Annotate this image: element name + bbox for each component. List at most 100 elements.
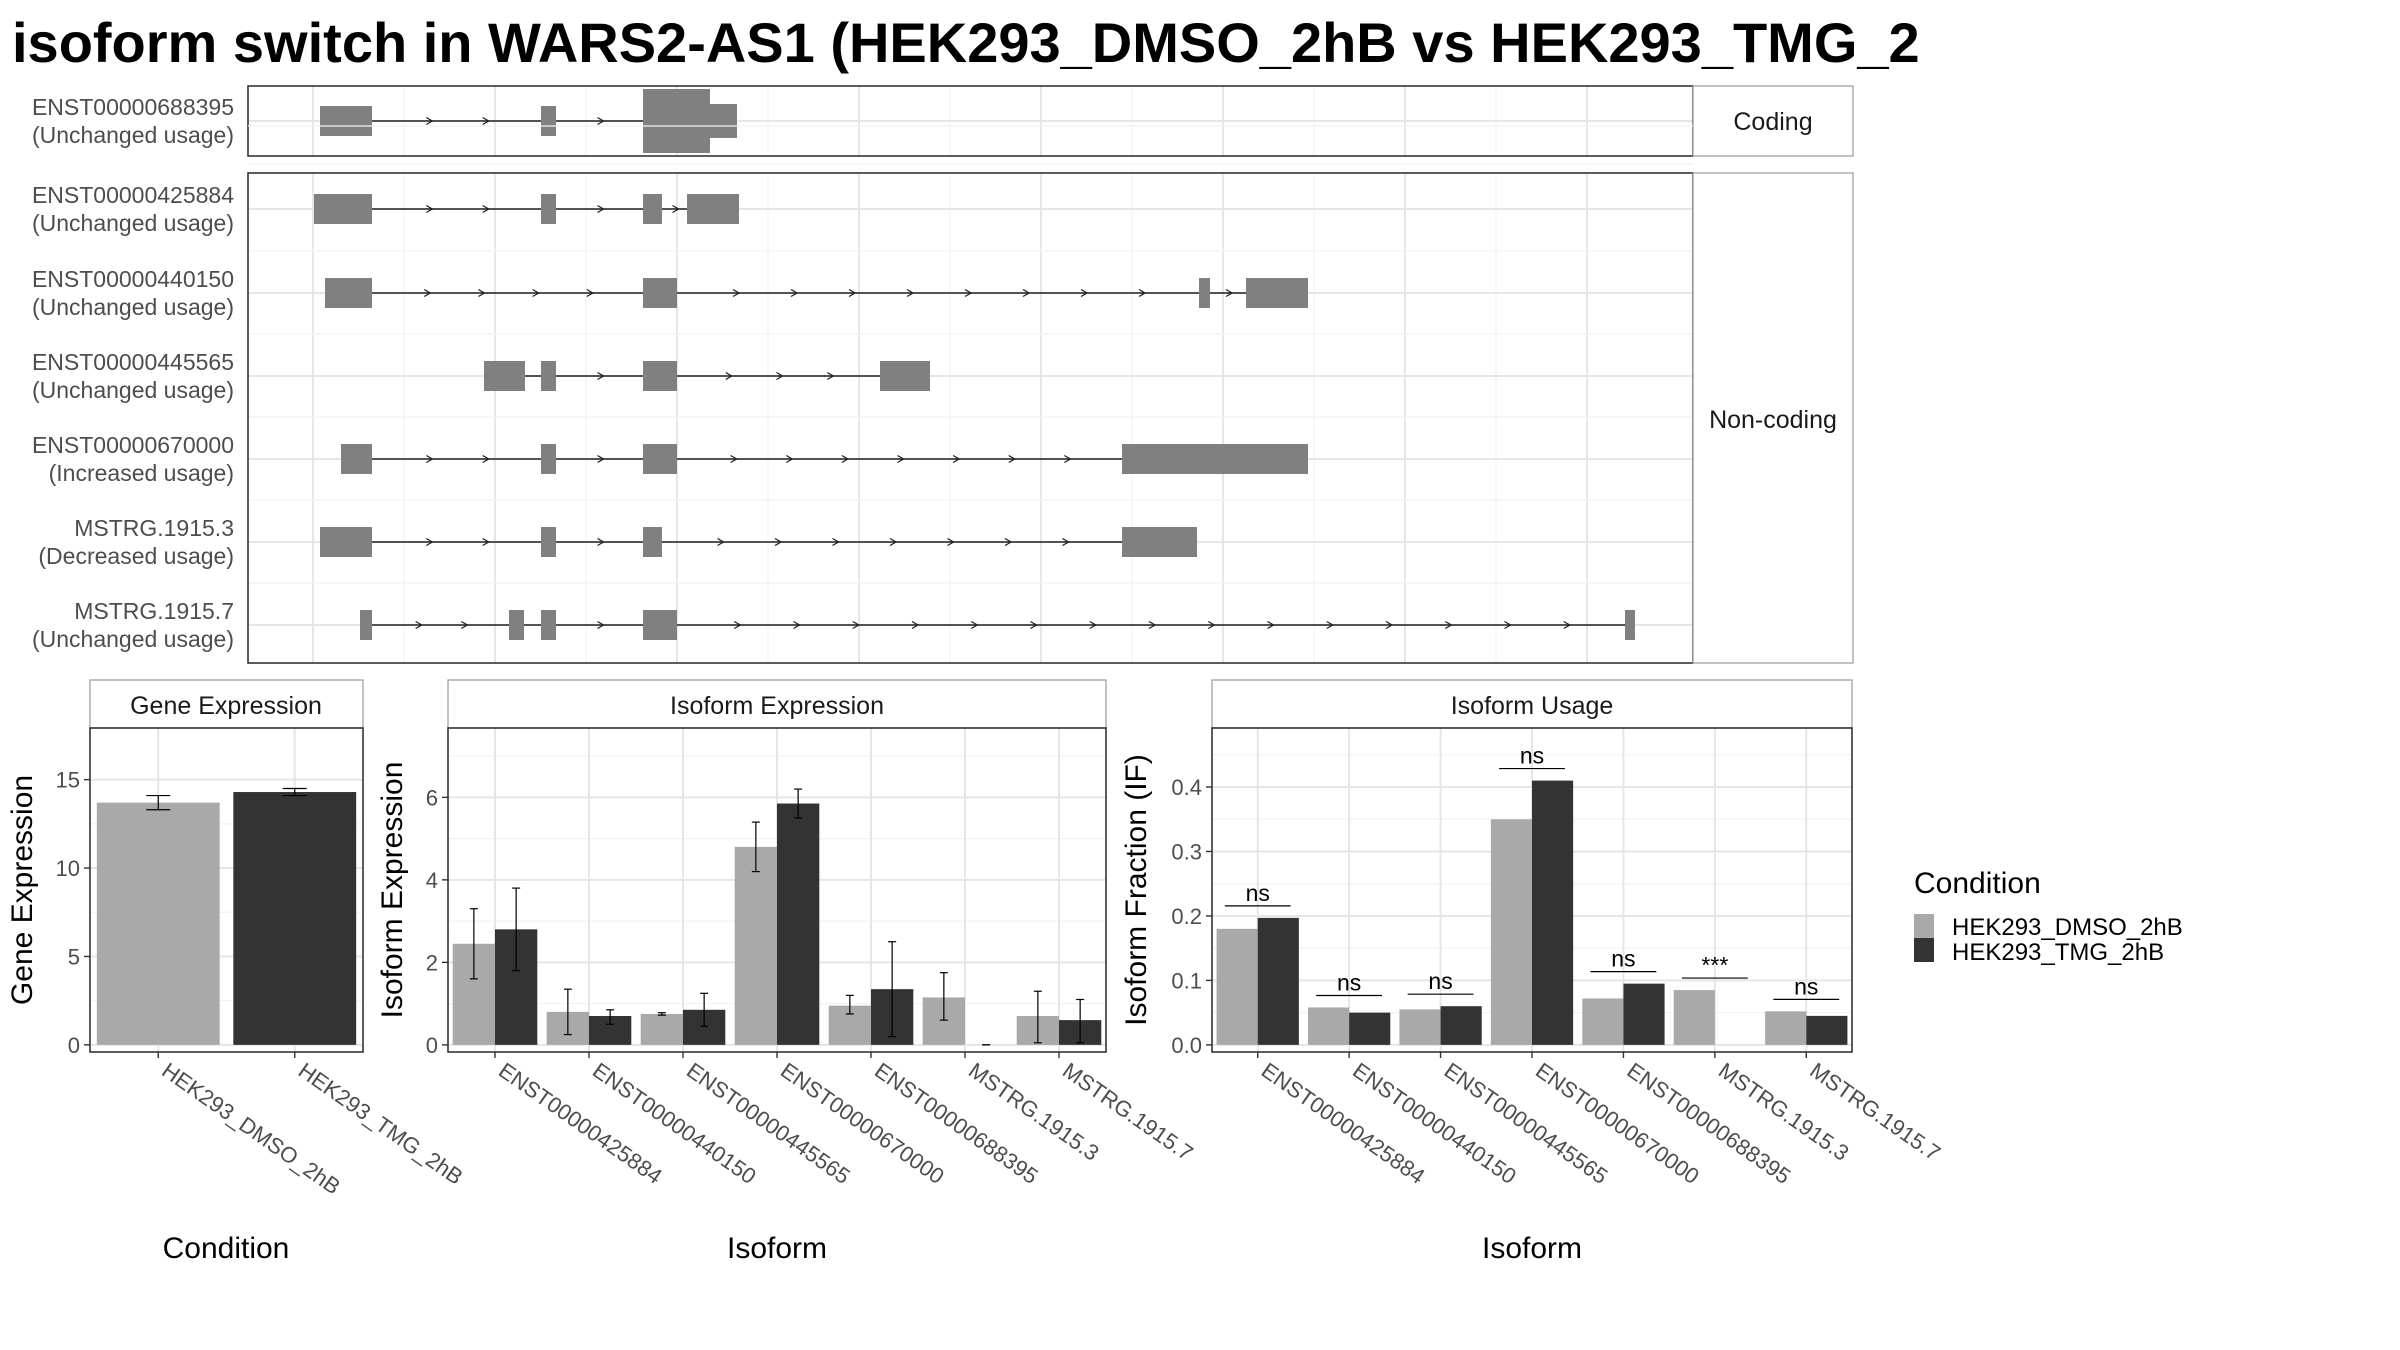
errorbar-ENST00000440150-HEK293_DMSO_2hB — [563, 988, 572, 1036]
errorbar-ENST00000688395-HEK293_DMSO_2hB — [845, 994, 854, 1015]
errorbar-ENST00000445565-HEK293_TMG_2hB — [700, 992, 709, 1027]
strand-arrow — [774, 537, 783, 547]
strand-arrow — [482, 537, 490, 547]
strand-arrow — [906, 288, 915, 298]
y-tick-label: 0.4 — [1171, 775, 1202, 800]
strand-arrow — [426, 116, 434, 126]
significance-label: ns — [1794, 973, 1818, 999]
transcript-id-label: MSTRG.1915.3 — [74, 515, 234, 541]
strand-arrow — [841, 454, 850, 464]
legend-swatch-tmg — [1914, 938, 1934, 962]
y-tick-label: 2 — [426, 950, 438, 975]
x-tick-label: ENST00000670000 — [776, 1058, 949, 1189]
transcript-usage-label: (Decreased usage) — [38, 543, 234, 569]
strand-arrow — [970, 620, 979, 630]
errorbar-HEK293_TMG_2hB — [282, 787, 307, 797]
bar-MSTRG.1915.3-HEK293_DMSO_2hB — [1673, 990, 1715, 1045]
strand-arrow — [725, 371, 734, 381]
bar-ENST00000670000-HEK293_TMG_2hB — [1532, 780, 1574, 1045]
strand-arrow — [423, 288, 432, 298]
exon — [541, 194, 556, 224]
bar-MSTRG.1915.7-HEK293_DMSO_2hB — [1765, 1011, 1807, 1045]
exon — [341, 444, 372, 474]
errorbar-MSTRG.1915.7-HEK293_TMG_2hB — [1076, 998, 1085, 1044]
transcript-usage-label: (Unchanged usage) — [32, 122, 234, 148]
transcript-id-label: ENST00000445565 — [32, 349, 234, 375]
y-tick-label: 5 — [68, 944, 80, 969]
exon — [643, 444, 677, 474]
isoform-usage-ylabel: Isoform Fraction (IF) — [1120, 754, 1153, 1026]
exon — [643, 361, 677, 391]
strand-arrow — [1022, 288, 1031, 298]
bar-ENST00000688395-HEK293_TMG_2hB — [1623, 983, 1665, 1045]
y-tick-label: 15 — [56, 768, 80, 793]
noncoding-panel: Non-coding — [247, 125, 1854, 664]
y-tick-label: 4 — [426, 868, 438, 893]
strand-arrow — [482, 204, 490, 214]
y-tick-label: 0.3 — [1171, 839, 1202, 864]
exon — [1625, 610, 1635, 640]
exon — [643, 610, 677, 640]
bar-ENST00000445565-HEK293_DMSO_2hB — [1399, 1009, 1441, 1045]
strand-arrow — [730, 454, 738, 464]
exon — [320, 527, 372, 557]
legend-title: Condition — [1914, 867, 2041, 900]
isoform-usage-strip-title: Isoform Usage — [1451, 692, 1614, 720]
legend-swatch-dmso — [1914, 914, 1934, 938]
transcript-structure-panel: ENST00000688395(Unchanged usage)ENST0000… — [32, 85, 1854, 664]
y-tick-label: 0.1 — [1171, 968, 1202, 993]
strand-arrow — [1080, 288, 1089, 298]
strand-arrow — [1138, 288, 1147, 298]
transcript-usage-label: (Unchanged usage) — [32, 210, 234, 236]
strand-arrow — [426, 537, 434, 547]
strand-arrow — [597, 371, 605, 381]
transcript-track-ENST00000440150 — [325, 278, 1308, 308]
strand-arrow — [586, 288, 595, 298]
errorbar-ENST00000425884-HEK293_DMSO_2hB — [469, 908, 478, 980]
figure-title: isoform switch in WARS2-AS1 (HEK293_DMSO… — [12, 11, 1920, 74]
x-tick-label: ENST00000440150 — [588, 1058, 761, 1189]
x-tick-label: ENST00000688395 — [1623, 1058, 1796, 1189]
isoform-expression-ylabel: Isoform Expression — [376, 762, 409, 1019]
x-tick-label: ENST00000445565 — [682, 1058, 855, 1189]
strand-arrow — [1089, 620, 1098, 630]
strand-arrow — [889, 537, 898, 547]
errorbar-ENST00000445565-HEK293_DMSO_2hB — [657, 1012, 666, 1016]
strand-arrow — [952, 454, 961, 464]
bar-HEK293_DMSO_2hB — [96, 802, 220, 1045]
exon — [687, 194, 739, 224]
exon — [541, 444, 556, 474]
exon — [360, 610, 372, 640]
strand-arrow — [482, 116, 490, 126]
x-tick-label: ENST00000670000 — [1531, 1058, 1704, 1189]
isoform-expression-xlabel: Isoform — [727, 1232, 827, 1265]
strand-arrow — [790, 288, 799, 298]
strand-arrow — [1326, 620, 1335, 630]
strand-arrow — [482, 454, 490, 464]
exon — [541, 361, 556, 391]
errorbar-MSTRG.1915.3-HEK293_DMSO_2hB — [939, 972, 948, 1021]
exon — [643, 194, 662, 224]
bar-MSTRG.1915.7-HEK293_TMG_2hB — [1806, 1015, 1848, 1045]
exon — [509, 610, 524, 640]
strand-arrow — [793, 620, 801, 630]
exon — [643, 527, 662, 557]
bar-HEK293_TMG_2hB — [233, 792, 357, 1045]
transcript-id-label: ENST00000425884 — [32, 182, 234, 208]
exon — [1246, 278, 1308, 308]
strand-arrow — [911, 620, 920, 630]
noncoding-strip-label: Non-coding — [1709, 406, 1837, 434]
coding-panel: Coding — [247, 85, 1854, 157]
strand-arrow — [1225, 288, 1234, 298]
strand-arrow — [733, 620, 742, 630]
strand-arrow — [776, 371, 784, 381]
exon — [1122, 527, 1197, 557]
exon — [541, 527, 556, 557]
strand-arrow — [1563, 620, 1572, 630]
exon — [1122, 444, 1308, 474]
errorbar-ENST00000425884-HEK293_TMG_2hB — [512, 887, 521, 972]
errorbar-MSTRG.1915.7-HEK293_DMSO_2hB — [1033, 990, 1042, 1044]
strand-arrow — [964, 288, 973, 298]
bar-ENST00000670000-HEK293_DMSO_2hB — [734, 846, 777, 1045]
